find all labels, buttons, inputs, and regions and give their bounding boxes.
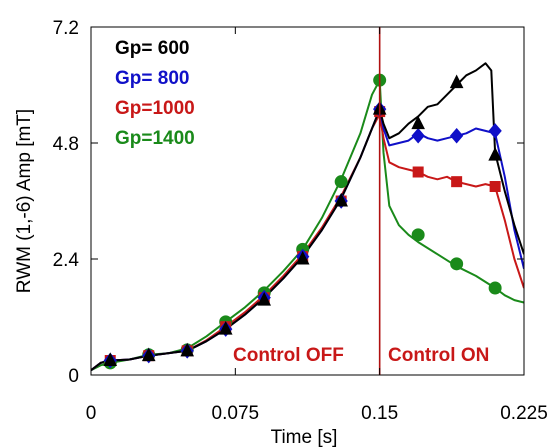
series-4-marker	[334, 175, 348, 189]
y-tick-label: 2.4	[53, 250, 80, 271]
marker-layer	[103, 73, 502, 370]
x-tick-label: 0.15	[361, 403, 398, 424]
series-3-marker	[451, 176, 463, 188]
legend-entry-2: Gp= 800	[115, 68, 189, 89]
series-2-marker	[411, 127, 425, 144]
x-tick-label: 0	[86, 403, 97, 424]
x-tick-label: 0.075	[212, 403, 260, 424]
y-axis-label: RWM (1,-6) Amp [mT]	[14, 109, 35, 293]
series-1-marker	[449, 74, 464, 89]
annotation-control-off: Control OFF	[233, 345, 344, 366]
series-4-marker	[450, 257, 464, 271]
legend-entry-4: Gp=1400	[115, 128, 195, 149]
plot-frame	[90, 26, 525, 376]
legend: Gp= 600 Gp= 800 Gp=1000 Gp=1400	[115, 38, 195, 149]
annotation-control-on: Control ON	[388, 345, 489, 366]
x-axis-label: Time [s]	[271, 427, 338, 448]
series-2-marker	[488, 123, 502, 139]
series-3-marker	[412, 166, 424, 178]
series-1-marker	[180, 342, 195, 357]
series-1-marker	[103, 352, 118, 366]
series-1-marker	[218, 320, 233, 335]
series-1-marker	[334, 192, 348, 207]
series-1-marker	[141, 347, 156, 362]
series-1-marker	[295, 250, 310, 265]
series-4-marker	[411, 228, 425, 242]
series-2-marker	[449, 127, 464, 144]
series-3-marker	[489, 181, 501, 192]
series-1-marker	[488, 146, 502, 161]
series-4-marker	[488, 281, 502, 295]
legend-entry-3: Gp=1000	[115, 98, 195, 119]
x-tick-label: 0.225	[500, 403, 548, 424]
y-tick-label: 0	[68, 366, 79, 387]
series-1-marker	[411, 115, 425, 130]
y-tick-label: 4.8	[53, 134, 79, 155]
y-tick-label: 7.2	[53, 18, 79, 39]
series-1-marker	[257, 291, 272, 306]
series-line-4	[91, 79, 524, 372]
legend-entry-1: Gp= 600	[115, 38, 189, 59]
ticks-layer: 0 0.075 0.15 0.225 0 2.4 4.8 7.2	[53, 18, 548, 424]
